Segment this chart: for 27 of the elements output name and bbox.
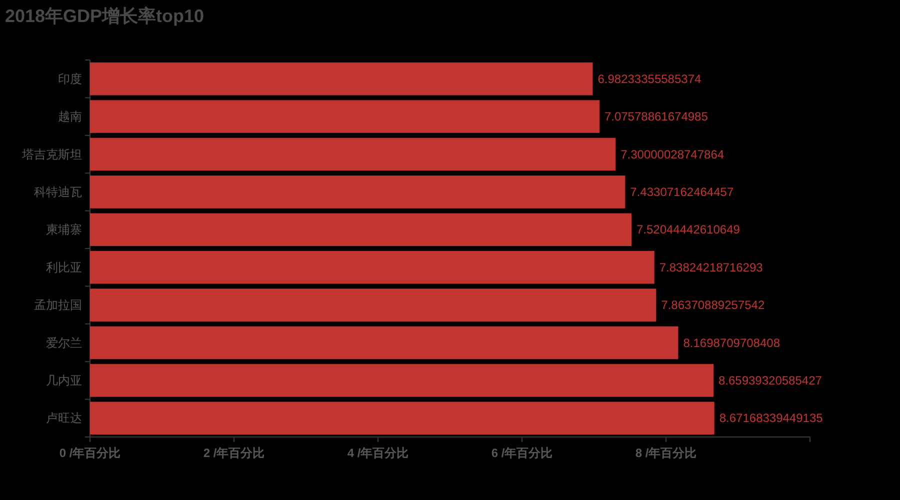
- y-tick-label: 卢旺达: [46, 411, 82, 426]
- y-tick-label: 孟加拉国: [34, 298, 82, 312]
- data-label: 7.43307162464457: [630, 184, 734, 199]
- data-label: 7.86370889257542: [661, 298, 765, 312]
- data-label: 7.07578861674985: [604, 110, 708, 124]
- y-tick-label: 科特迪瓦: [34, 184, 82, 199]
- x-tick-label: 4 /年百分比: [347, 446, 409, 460]
- y-tick-label: 越南: [58, 110, 82, 124]
- y-tick-label: 印度: [58, 72, 82, 86]
- data-label: 7.30000028747864: [620, 147, 724, 162]
- data-label: 8.1698709708408: [683, 336, 780, 350]
- x-tick-label: 8 /年百分比: [635, 446, 697, 460]
- title: 2018年GDP增长率top10: [5, 6, 204, 26]
- y-tick-label: 塔吉克斯坦: [21, 147, 82, 162]
- data-label: 7.83824218716293: [659, 260, 764, 274]
- x-tick-label: 6 /年百分比: [491, 446, 553, 460]
- data-label: 6.98233355585374: [598, 72, 702, 86]
- x-tick-label: 2 /年百分比: [203, 446, 265, 460]
- y-tick-label: 利比亚: [46, 260, 82, 274]
- y-tick-label: 爱尔兰: [46, 336, 82, 350]
- y-tick-label: 柬埔寨: [46, 222, 82, 237]
- data-label: 8.67168339449135: [719, 411, 824, 426]
- plot: 印度 6.98233355585374 越南 7.07578861674985 塔吉克斯坦 7.30000028747864 科特迪瓦 7.43307162464457 柬埔寨 7.52044442610649 利比亚 7.83824218716293 孟加拉国 7.86370889257542 爱尔兰 8.1698709708408 几内亚 8.65939320585427 卢旺达 8.67168339449135 0 /年百分比 2 /年百分比 4 /年百分比 6 /年百分比 8 /年百分比: [22, 60, 823, 460]
- data-label: 8.65939320585427: [718, 373, 822, 388]
- data-label: 7.52044442610649: [636, 222, 740, 237]
- y-tick-label: 几内亚: [46, 373, 82, 388]
- x-tick-label: 0 /年百分比: [59, 446, 121, 460]
